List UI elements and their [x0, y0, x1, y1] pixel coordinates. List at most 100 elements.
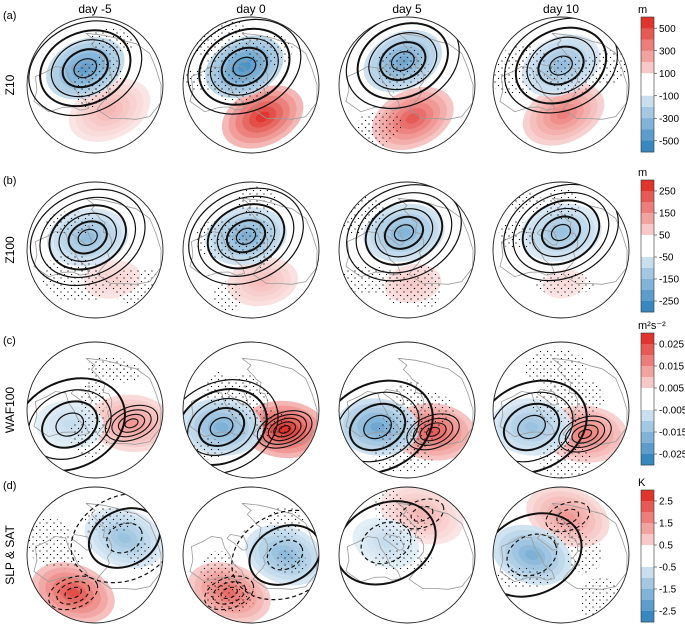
- map-r1-c2: [338, 181, 476, 319]
- contour-high-2: [212, 581, 247, 605]
- contour-low-4: [183, 388, 268, 466]
- coastline-2: [85, 32, 162, 120]
- row-ylabel-2: WAF100: [3, 387, 17, 434]
- coastline-0: [33, 391, 90, 438]
- colorbars: m 500 300 100 -100 -300 -500 m 250 150 50 -50 -150 -2…: [638, 4, 685, 623]
- contour-low-1: [106, 522, 143, 554]
- stippling: [244, 33, 293, 67]
- coastline-1: [382, 228, 405, 246]
- coastline-2: [551, 357, 628, 445]
- contour-high-2: [419, 422, 447, 442]
- colorbar-tick-label: 500: [659, 24, 676, 35]
- colorbar-segment: [641, 235, 654, 247]
- colorbar-segment: [641, 140, 654, 153]
- coastline-2: [85, 357, 162, 445]
- colorbar-segment: [641, 50, 654, 63]
- contour-low-4: [39, 29, 132, 108]
- colorbar-frame: [640, 16, 655, 153]
- contour-low-4: [27, 377, 126, 472]
- colorbar-tick-label: 100: [659, 69, 676, 80]
- coastline-3: [87, 224, 91, 228]
- coastline-0: [189, 66, 246, 113]
- map-border: [26, 341, 164, 479]
- stippling: [213, 281, 242, 312]
- map-border: [492, 181, 630, 319]
- stippling: [221, 374, 269, 421]
- colorbar-tick-label: 0.025: [659, 340, 684, 351]
- colorbar-frame: [640, 179, 655, 313]
- coastline-3: [399, 529, 403, 533]
- colorbar-tick-label: -100: [659, 91, 679, 102]
- colorbar-segment: [641, 388, 654, 400]
- low-shade-5: [525, 549, 539, 561]
- coastline-1: [382, 533, 405, 551]
- contour-low-3: [209, 37, 279, 96]
- map-r3-c2: [338, 486, 476, 624]
- contour-high-2: [56, 581, 91, 605]
- map-r3-c1: [182, 486, 320, 624]
- map-grid: [26, 16, 630, 624]
- colorbar-tick-label: 1.5: [659, 519, 673, 530]
- map-border: [338, 181, 476, 319]
- contour-low-1: [393, 224, 415, 242]
- colorbar-0: m 500 300 100 -100 -300 -500: [638, 4, 679, 153]
- colorbar-tick-label: -500: [659, 136, 679, 147]
- coastline-3: [87, 384, 91, 388]
- colorbar-segment: [641, 17, 654, 29]
- high-shade-5: [556, 108, 571, 120]
- colorbar-segment: [641, 84, 654, 97]
- stippling: [127, 541, 157, 572]
- coastline-0: [345, 536, 402, 583]
- colorbar-segment: [641, 545, 654, 557]
- colorbar-segment: [641, 443, 654, 455]
- contour-low-1: [77, 228, 98, 246]
- contour-low-1: [232, 56, 257, 77]
- contour-high-1: [124, 418, 139, 429]
- map-r0-c3: [492, 16, 630, 154]
- contour-low-1: [363, 414, 392, 440]
- coastline-2: [397, 197, 474, 285]
- panel-label-2: (c): [3, 335, 16, 347]
- colorbar-unit-3: K: [638, 477, 646, 489]
- contour-high-1: [64, 586, 82, 600]
- contour-high-3: [564, 420, 606, 449]
- contour-high-3: [204, 575, 255, 611]
- colorbar-tick-label: 0.005: [659, 384, 684, 395]
- colorbar-segment: [641, 377, 654, 389]
- coastline-0: [499, 536, 556, 583]
- coastline-1: [70, 63, 93, 81]
- contour-low-4: [339, 379, 434, 475]
- map-r2-c1: [182, 341, 320, 479]
- colorbar-segment: [641, 534, 654, 546]
- colorbar-segment: [641, 129, 654, 142]
- contour-low-5: [183, 379, 279, 475]
- contour-low-2: [67, 220, 108, 255]
- contour-low-2: [493, 512, 583, 598]
- stippling: [69, 411, 111, 458]
- map-border: [338, 341, 476, 479]
- map-border: [26, 486, 164, 624]
- contour-low-5: [39, 196, 137, 279]
- coastline-0: [189, 231, 246, 278]
- colorbar-tick-label: -150: [659, 275, 679, 286]
- colorbar-segment: [641, 202, 654, 214]
- map-border: [182, 181, 320, 319]
- contour-low-2: [379, 41, 427, 82]
- contour-low-2: [197, 407, 246, 447]
- stippling: [44, 547, 85, 569]
- coastline-2: [241, 502, 318, 590]
- column-title-2: day 5: [392, 2, 422, 16]
- stippling: [357, 110, 403, 138]
- contour-low-2: [348, 402, 407, 452]
- high-shade-5: [255, 111, 270, 123]
- contour-high-3: [111, 409, 152, 438]
- colorbar-tick-label: 150: [659, 209, 676, 220]
- stippling: [493, 567, 553, 589]
- coastline-0: [499, 66, 556, 113]
- colorbar-tick-label: -0.015: [659, 428, 685, 439]
- colorbar-tick-label: -0.5: [659, 563, 677, 574]
- coastline-1: [70, 228, 93, 246]
- contour-high-1: [220, 586, 238, 600]
- contour-low-1: [550, 223, 572, 242]
